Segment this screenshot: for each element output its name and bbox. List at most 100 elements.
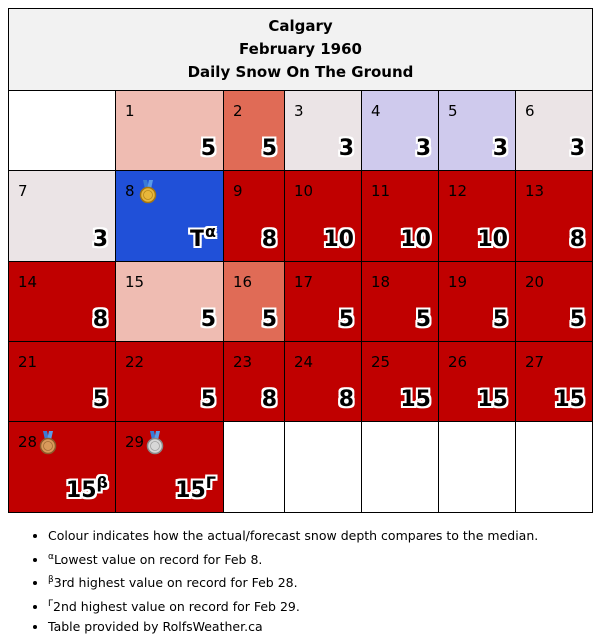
empty-day-cell (438, 421, 516, 513)
day-cell-10: 10 10 (284, 170, 362, 262)
day-number: 10 (294, 182, 314, 200)
snow-depth-number: 3 (338, 136, 354, 161)
day-number: 5 (448, 102, 458, 120)
day-number: 25 (371, 353, 391, 371)
snow-depth-value: 5 (339, 307, 354, 332)
snow-depth-number: 3 (492, 136, 508, 161)
day-number: 23 (233, 353, 253, 371)
snow-depth-number: 5 (200, 136, 216, 161)
empty-day-cell (284, 421, 362, 513)
snow-depth-value: 3 (339, 136, 354, 161)
snow-depth-number: 5 (338, 307, 354, 332)
bronze-medal-icon (39, 431, 57, 455)
day-number: 21 (18, 353, 38, 371)
snow-depth-number: 8 (569, 227, 585, 252)
snow-depth-value: 3 (416, 136, 431, 161)
calendar-header: Calgary February 1960 Daily Snow On The … (8, 8, 593, 91)
footnote-text: 3rd highest value on record for Feb 28. (53, 575, 298, 591)
footnote-item: αLowest value on record for Feb 8. (48, 547, 538, 571)
snow-depth-value: 5 (93, 387, 108, 412)
snow-depth-value: 5 (493, 307, 508, 332)
footnote-marker: Γ (205, 473, 216, 492)
week-row: 28 15β 29 15Γ (8, 421, 593, 513)
snow-depth-number: 5 (415, 307, 431, 332)
snow-calendar-table: Calgary February 1960 Daily Snow On The … (8, 8, 593, 513)
week-row: 7 3 8 Tα 9 8 10 10 11 10 12 10 13 8 (8, 170, 593, 262)
snow-depth-value: 8 (570, 227, 585, 252)
day-number: 11 (371, 182, 391, 200)
snow-depth-number: 8 (261, 387, 277, 412)
snow-depth-value: 10 (400, 227, 431, 252)
location-title: Calgary (268, 17, 333, 35)
day-cell-12: 12 10 (438, 170, 516, 262)
snow-depth-number: T (189, 227, 205, 252)
snow-depth-value: 10 (477, 227, 508, 252)
footnote-text: Colour indicates how the actual/forecast… (48, 528, 539, 543)
day-number: 6 (525, 102, 535, 120)
snow-depth-value: 3 (93, 227, 108, 252)
day-number: 24 (294, 353, 314, 371)
day-cell-20: 20 5 (515, 261, 593, 342)
silver-medal-icon (146, 431, 164, 455)
snow-depth-number: 15 (65, 478, 97, 503)
day-cell-15: 15 5 (115, 261, 224, 342)
footnote-item: Colour indicates how the actual/forecast… (48, 526, 538, 547)
footnote-symbol: β (48, 575, 54, 586)
day-cell-28: 28 15β (8, 421, 116, 513)
calendar-body: 1 5 2 5 3 3 4 3 5 3 6 3 7 3 8 Tα 9 8 10 10 11 10 12 10 13 8 14 8 15 5… (8, 90, 593, 513)
day-number: 17 (294, 273, 314, 291)
snow-depth-value: 5 (262, 136, 277, 161)
snow-depth-value: 8 (93, 307, 108, 332)
footnote-marker: α (205, 222, 216, 241)
day-cell-25: 25 15 (361, 341, 439, 422)
snow-depth-number: 3 (415, 136, 431, 161)
day-number: 9 (233, 182, 243, 200)
snow-depth-value: 5 (262, 307, 277, 332)
snow-depth-number: 5 (200, 307, 216, 332)
day-number: 26 (448, 353, 468, 371)
metric-title: Daily Snow On The Ground (187, 63, 414, 81)
snow-depth-value: 5 (201, 136, 216, 161)
footnote-symbol: Γ (48, 598, 54, 609)
day-cell-29: 29 15Γ (115, 421, 224, 513)
day-cell-22: 22 5 (115, 341, 224, 422)
day-number: 16 (233, 273, 253, 291)
day-cell-8: 8 Tα (115, 170, 224, 262)
gold-medal-icon (139, 180, 157, 204)
day-number: 29 (125, 433, 145, 451)
snow-depth-number: 15 (175, 478, 206, 503)
day-cell-23: 23 8 (223, 341, 285, 422)
day-number: 3 (294, 102, 304, 120)
day-number: 20 (525, 273, 545, 291)
snow-depth-number: 5 (492, 307, 508, 332)
snow-depth-number: 3 (569, 136, 585, 161)
day-number: 4 (371, 102, 381, 120)
day-number: 27 (525, 353, 545, 371)
snow-depth-value: 8 (339, 387, 354, 412)
snow-depth-number: 5 (200, 387, 216, 412)
snow-depth-number: 8 (338, 387, 354, 412)
snow-depth-value: 15 (400, 387, 431, 412)
footnote-symbol: α (48, 551, 54, 562)
snow-depth-number: 15 (477, 387, 508, 412)
day-number: 18 (371, 273, 391, 291)
snow-depth-number: 10 (323, 227, 354, 252)
snow-depth-number: 3 (92, 227, 108, 252)
snow-depth-value: Tα (190, 222, 216, 252)
day-cell-21: 21 5 (8, 341, 116, 422)
footnote-item: β3rd highest value on record for Feb 28. (48, 570, 538, 594)
snow-depth-number: 5 (261, 136, 277, 161)
day-number: 14 (18, 273, 38, 291)
day-number: 8 (125, 182, 135, 200)
footnote-text: 2nd highest value on record for Feb 29. (53, 598, 300, 614)
day-cell-11: 11 10 (361, 170, 439, 262)
snow-depth-number: 5 (569, 307, 585, 332)
snow-depth-value: 3 (493, 136, 508, 161)
snow-depth-value: 5 (201, 387, 216, 412)
day-number: 28 (18, 433, 38, 451)
